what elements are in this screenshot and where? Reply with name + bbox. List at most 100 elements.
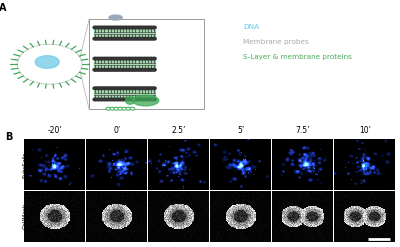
Ellipse shape: [35, 56, 59, 68]
Circle shape: [99, 37, 104, 40]
Circle shape: [140, 57, 144, 60]
Circle shape: [146, 87, 150, 90]
Ellipse shape: [126, 97, 134, 104]
Circle shape: [133, 57, 138, 60]
Circle shape: [152, 57, 156, 60]
Ellipse shape: [109, 15, 122, 20]
Circle shape: [118, 57, 122, 60]
Circle shape: [136, 57, 141, 60]
Circle shape: [142, 26, 147, 29]
Circle shape: [121, 68, 125, 71]
Circle shape: [127, 68, 132, 71]
Circle shape: [99, 57, 104, 60]
Circle shape: [133, 26, 138, 29]
Circle shape: [96, 98, 100, 101]
Circle shape: [126, 107, 131, 110]
Text: S-Layer & membrane proteins: S-Layer & membrane proteins: [243, 54, 352, 60]
Circle shape: [112, 87, 116, 90]
Circle shape: [102, 98, 107, 101]
Circle shape: [96, 37, 100, 40]
Circle shape: [108, 26, 113, 29]
Circle shape: [149, 87, 153, 90]
Circle shape: [127, 98, 132, 101]
Circle shape: [130, 26, 134, 29]
Circle shape: [133, 87, 138, 90]
Circle shape: [142, 68, 147, 71]
Circle shape: [93, 68, 97, 71]
Circle shape: [140, 68, 144, 71]
Circle shape: [142, 98, 147, 101]
Circle shape: [124, 37, 128, 40]
Circle shape: [127, 26, 132, 29]
Circle shape: [93, 37, 97, 40]
Circle shape: [106, 107, 111, 110]
Circle shape: [112, 37, 116, 40]
Circle shape: [118, 68, 122, 71]
Ellipse shape: [132, 95, 159, 106]
Circle shape: [99, 26, 104, 29]
Bar: [94, 29, 155, 37]
Circle shape: [142, 87, 147, 90]
Circle shape: [115, 37, 119, 40]
Circle shape: [121, 57, 125, 60]
Circle shape: [146, 37, 150, 40]
Circle shape: [112, 26, 116, 29]
Circle shape: [99, 87, 104, 90]
Circle shape: [118, 98, 122, 101]
Circle shape: [102, 68, 107, 71]
Circle shape: [124, 87, 128, 90]
Circle shape: [149, 68, 153, 71]
Circle shape: [146, 98, 150, 101]
Circle shape: [146, 57, 150, 60]
Circle shape: [121, 26, 125, 29]
Circle shape: [124, 57, 128, 60]
Circle shape: [96, 68, 100, 71]
Circle shape: [108, 87, 113, 90]
Circle shape: [149, 37, 153, 40]
Circle shape: [102, 26, 107, 29]
Bar: [94, 90, 155, 98]
Text: SybrSafe: SybrSafe: [22, 151, 27, 178]
Circle shape: [130, 107, 135, 110]
Circle shape: [133, 68, 138, 71]
Circle shape: [106, 68, 110, 71]
Circle shape: [93, 98, 97, 101]
Circle shape: [142, 57, 147, 60]
Circle shape: [115, 57, 119, 60]
Circle shape: [115, 87, 119, 90]
Circle shape: [142, 37, 147, 40]
Circle shape: [106, 87, 110, 90]
Circle shape: [112, 68, 116, 71]
Circle shape: [130, 68, 134, 71]
Circle shape: [108, 37, 113, 40]
Circle shape: [106, 57, 110, 60]
Circle shape: [130, 98, 134, 101]
Circle shape: [17, 44, 82, 84]
Text: B: B: [5, 132, 12, 142]
Text: 10’: 10’: [359, 126, 371, 135]
Circle shape: [93, 26, 97, 29]
Circle shape: [115, 98, 119, 101]
Circle shape: [127, 87, 132, 90]
Circle shape: [127, 37, 132, 40]
Circle shape: [121, 37, 125, 40]
Circle shape: [118, 37, 122, 40]
Circle shape: [121, 87, 125, 90]
Bar: [94, 60, 155, 68]
Circle shape: [152, 87, 156, 90]
Circle shape: [114, 107, 119, 110]
Text: A: A: [0, 3, 7, 13]
Circle shape: [99, 98, 104, 101]
Circle shape: [108, 98, 113, 101]
Circle shape: [118, 107, 123, 110]
Circle shape: [140, 98, 144, 101]
Circle shape: [102, 57, 107, 60]
Circle shape: [124, 68, 128, 71]
Text: Membrane probes: Membrane probes: [243, 39, 309, 45]
Circle shape: [124, 26, 128, 29]
Circle shape: [121, 98, 125, 101]
Circle shape: [96, 57, 100, 60]
Circle shape: [115, 26, 119, 29]
Circle shape: [93, 87, 97, 90]
Circle shape: [152, 98, 156, 101]
